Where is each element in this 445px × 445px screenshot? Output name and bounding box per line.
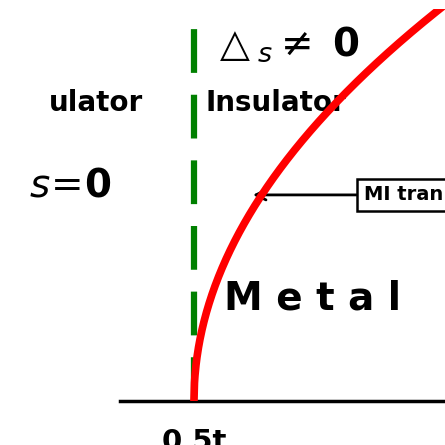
Text: Insulator: Insulator (206, 89, 347, 117)
Text: $\triangle_s \neq\ \mathbf{0}$: $\triangle_s \neq\ \mathbf{0}$ (212, 24, 360, 64)
Text: 0.5t: 0.5t (161, 428, 227, 445)
Text: M e t a l: M e t a l (223, 280, 400, 318)
Text: MI tran: MI tran (364, 186, 443, 204)
Text: ulator: ulator (49, 89, 144, 117)
Text: $s\!=\!\mathbf{0}$: $s\!=\!\mathbf{0}$ (28, 166, 111, 204)
